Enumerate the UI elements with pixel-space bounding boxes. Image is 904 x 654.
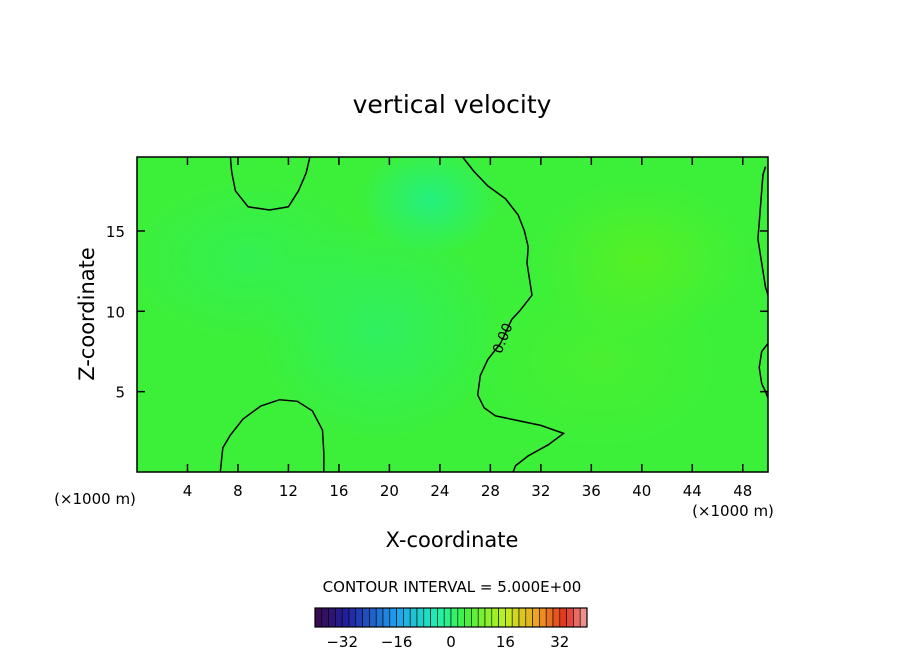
x-tick-label: 36 bbox=[582, 482, 601, 500]
colorbar-swatch bbox=[484, 607, 493, 628]
colorbar-swatch bbox=[498, 607, 506, 628]
y-tick-label: 10 bbox=[106, 303, 125, 321]
colorbar-swatch bbox=[355, 607, 363, 628]
colorbar-swatch bbox=[335, 607, 343, 628]
zero-contour-line bbox=[229, 157, 311, 211]
y-axis-ticks: 5 10 15 bbox=[106, 223, 768, 402]
colorbar-tick-label: −16 bbox=[381, 633, 413, 651]
zero-contour-line bbox=[757, 166, 768, 296]
y-axis-label: Z-coordinate bbox=[75, 247, 99, 381]
colorbar-swatch bbox=[518, 607, 527, 628]
colorbar-swatch bbox=[341, 607, 350, 628]
x-unit-left: (×1000 m) bbox=[54, 490, 136, 508]
x-unit-right: (×1000 m) bbox=[692, 502, 774, 520]
colorbar-swatch bbox=[471, 607, 479, 628]
zero-contour-line bbox=[219, 398, 325, 472]
x-tick-label: 48 bbox=[733, 482, 752, 500]
colorbar-swatch bbox=[573, 607, 581, 628]
x-tick-label: 4 bbox=[183, 482, 193, 500]
colorbar-tick-labels: −32 −16 0 16 32 bbox=[326, 633, 569, 651]
colorbar-swatch bbox=[389, 607, 397, 628]
colorbar-swatch bbox=[328, 607, 336, 628]
field-shade bbox=[480, 270, 720, 450]
colorbar-swatch bbox=[443, 607, 452, 628]
x-tick-label: 40 bbox=[632, 482, 651, 500]
colorbar-swatch bbox=[505, 607, 513, 628]
y-tick-label: 15 bbox=[106, 223, 125, 241]
zero-contours bbox=[219, 157, 768, 472]
colorbar-swatch bbox=[348, 607, 357, 628]
colorbar-swatch bbox=[450, 607, 459, 628]
colorbar-swatch bbox=[491, 607, 499, 628]
x-tick-label: 44 bbox=[683, 482, 702, 500]
x-tick-label: 8 bbox=[233, 482, 243, 500]
y-tick-label: 5 bbox=[115, 384, 125, 402]
colorbar-swatch bbox=[477, 607, 486, 628]
colorbar-swatch bbox=[579, 607, 588, 628]
colorbar-swatch bbox=[382, 607, 391, 628]
colorbar-frame bbox=[314, 607, 588, 628]
colorbar-swatch bbox=[545, 607, 554, 628]
x-axis-ticks: 4 8 12 16 20 24 28 32 36 40 44 48 bbox=[183, 157, 752, 500]
chart-title: vertical velocity bbox=[353, 90, 552, 119]
contour-interval-text: CONTOUR INTERVAL = 5.000E+00 bbox=[323, 578, 582, 596]
colorbar-swatch bbox=[511, 607, 520, 628]
zero-contour-line bbox=[462, 157, 566, 472]
colorbar-swatch bbox=[532, 607, 540, 628]
x-tick-label: 20 bbox=[380, 482, 399, 500]
x-tick-label: 32 bbox=[531, 482, 550, 500]
plot-frame bbox=[136, 156, 769, 473]
zero-contour-line bbox=[758, 342, 768, 399]
colorbar-tick-label: 0 bbox=[446, 633, 456, 651]
colorbar-swatch bbox=[464, 607, 472, 628]
x-tick-label: 16 bbox=[329, 482, 348, 500]
colorbar-swatch bbox=[539, 607, 547, 628]
colorbar-swatch bbox=[416, 607, 425, 628]
colorbar-swatch bbox=[437, 607, 445, 628]
x-tick-label: 24 bbox=[430, 482, 449, 500]
colorbar-swatch bbox=[430, 607, 438, 628]
x-tick-label: 28 bbox=[481, 482, 500, 500]
colorbar-tick-label: −32 bbox=[326, 633, 358, 651]
colorbar-swatch bbox=[559, 607, 567, 628]
colorbar-swatch bbox=[362, 607, 370, 628]
field-shade bbox=[137, 180, 370, 340]
colorbar-swatch bbox=[566, 607, 574, 628]
colorbar-swatch bbox=[403, 607, 411, 628]
x-axis-label: X-coordinate bbox=[386, 528, 519, 552]
colorbar-swatch bbox=[525, 607, 533, 628]
colorbar-swatch bbox=[321, 607, 329, 628]
colorbar-swatch bbox=[314, 607, 323, 628]
colorbar-swatch bbox=[423, 607, 431, 628]
velocity-field bbox=[137, 157, 768, 472]
x-tick-label: 12 bbox=[279, 482, 298, 500]
colorbar-swatch bbox=[375, 607, 384, 628]
colorbar-tick-label: 16 bbox=[496, 633, 515, 651]
colorbar bbox=[314, 607, 588, 628]
colorbar-swatch bbox=[369, 607, 377, 628]
colorbar-swatch bbox=[396, 607, 404, 628]
colorbar-swatch bbox=[457, 607, 465, 628]
colorbar-tick-label: 32 bbox=[550, 633, 569, 651]
colorbar-swatch bbox=[409, 607, 418, 628]
colorbar-swatch bbox=[552, 607, 561, 628]
